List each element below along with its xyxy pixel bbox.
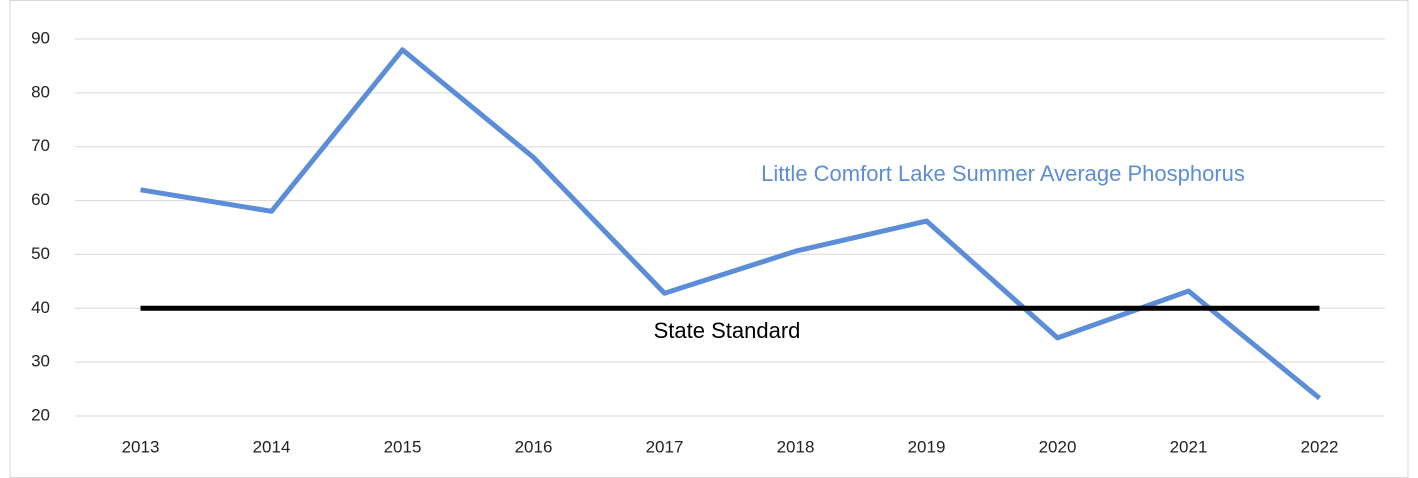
x-tick-label: 2016 — [515, 437, 553, 456]
series-line — [140, 47, 1322, 401]
y-tick-label: 80 — [31, 82, 50, 101]
x-tick-label: 2017 — [646, 437, 684, 456]
x-tick-label: 2013 — [122, 437, 160, 456]
x-tick-label: 2018 — [777, 437, 815, 456]
x-tick-label: 2021 — [1170, 437, 1208, 456]
y-tick-label: 70 — [31, 136, 50, 155]
y-tick-label: 60 — [31, 190, 50, 209]
chart-frame — [9, 0, 1409, 478]
x-tick-label: 2019 — [908, 437, 946, 456]
x-tick-label: 2015 — [384, 437, 422, 456]
x-tick-label: 2022 — [1301, 437, 1339, 456]
y-tick-label: 30 — [31, 352, 50, 371]
x-tick-label: 2014 — [253, 437, 291, 456]
series-label: Little Comfort Lake Summer Average Phosp… — [761, 161, 1245, 186]
y-tick-label: 90 — [31, 28, 50, 47]
y-tick-label: 40 — [31, 298, 50, 317]
y-tick-label: 50 — [31, 244, 50, 263]
series-label: State Standard — [654, 318, 801, 343]
x-tick-label: 2020 — [1039, 437, 1077, 456]
y-tick-label: 20 — [31, 405, 50, 424]
